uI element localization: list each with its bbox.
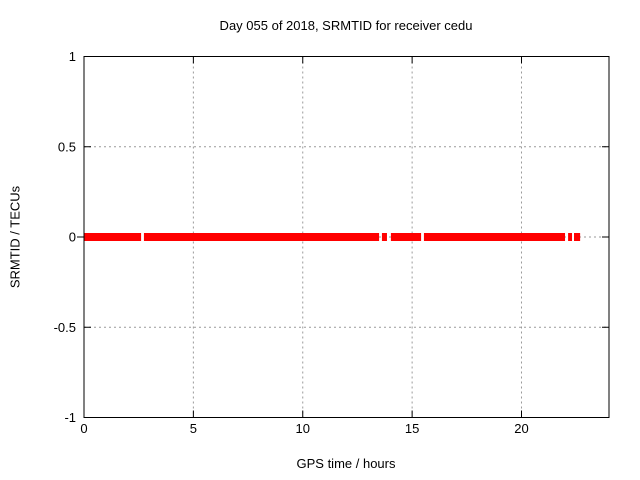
y-tick-label: -0.5 bbox=[54, 320, 76, 335]
y-tick-label: 1 bbox=[69, 49, 76, 64]
x-tick-label: 20 bbox=[514, 421, 528, 436]
x-tick-label: 5 bbox=[190, 421, 197, 436]
data-segment bbox=[381, 233, 387, 241]
x-axis-label: GPS time / hours bbox=[296, 456, 396, 471]
y-tick-label: -1 bbox=[64, 410, 76, 425]
y-tick-label: 0 bbox=[69, 230, 76, 245]
data-segment bbox=[423, 233, 566, 241]
plot-border bbox=[83, 56, 610, 418]
x-tick-label: 15 bbox=[405, 421, 419, 436]
chart-title: Day 055 of 2018, SRMTID for receiver ced… bbox=[219, 18, 473, 33]
data-segment bbox=[143, 233, 380, 241]
x-tick-label: 10 bbox=[296, 421, 310, 436]
data-segment bbox=[84, 233, 142, 241]
data-segment bbox=[574, 233, 581, 241]
y-tick-label: 0.5 bbox=[58, 139, 76, 154]
data-segment bbox=[568, 233, 573, 241]
x-tick-label: 0 bbox=[80, 421, 87, 436]
data-segment bbox=[390, 233, 422, 241]
